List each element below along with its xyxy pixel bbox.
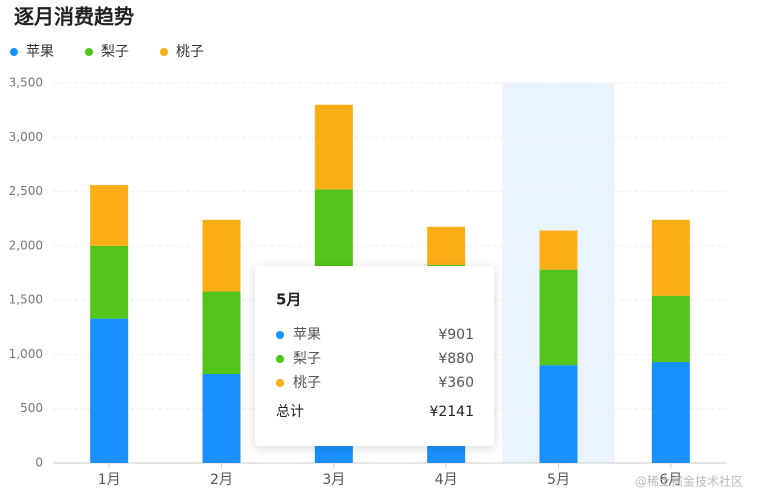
y-tick-label: 2,000 [9, 238, 43, 252]
legend-label: 桃子 [176, 44, 204, 60]
bar-segment [90, 245, 129, 319]
tooltip-dot [276, 355, 284, 363]
y-tick-label: 0 [35, 456, 43, 470]
tooltip-total: ¥2141 [429, 404, 474, 420]
bar-segment [651, 219, 690, 296]
bar-segment [651, 295, 690, 363]
y-tick-label: 2,500 [9, 184, 43, 198]
bar-segment [427, 226, 466, 265]
bar-segment [90, 318, 129, 463]
tooltip-name: 桃子 [293, 375, 321, 391]
tooltip-box [255, 266, 494, 446]
bar-segment [539, 365, 578, 463]
x-tick-label: 6月 [659, 472, 682, 488]
tooltip-total-name: 总计 [276, 404, 304, 420]
bar-segment [202, 373, 241, 463]
bar-segment [202, 219, 241, 292]
bar-segment [314, 104, 353, 190]
bar-segment [90, 185, 129, 246]
legend-label: 苹果 [26, 44, 54, 60]
x-tick-label: 2月 [210, 472, 233, 488]
y-tick-label: 1,000 [9, 347, 43, 361]
x-tick-label: 5月 [547, 472, 570, 488]
legend-dot [160, 48, 168, 56]
x-tick-label: 1月 [98, 472, 121, 488]
tooltip-dot [276, 379, 284, 387]
tooltip-name: 苹果 [293, 327, 321, 343]
x-tick-label: 3月 [322, 472, 345, 488]
bar-segment [651, 362, 690, 463]
y-tick-label: 500 [20, 401, 43, 415]
watermark: @稀土掘金技术社区 [635, 474, 743, 489]
legend-dot [85, 48, 93, 56]
bar-segment [539, 230, 578, 270]
x-tick-label: 4月 [435, 472, 458, 488]
chart-title: 逐月消费趋势 [14, 5, 134, 29]
legend-dot [10, 48, 18, 56]
legend-label: 梨子 [101, 44, 129, 60]
bar-segment [202, 291, 241, 374]
tooltip-value: ¥880 [438, 351, 474, 367]
tooltip-value: ¥901 [438, 327, 474, 343]
bar-segment [539, 269, 578, 366]
tooltip-name: 梨子 [293, 351, 321, 367]
tooltip-title: 5月 [276, 291, 301, 309]
y-tick-label: 3,500 [9, 76, 43, 90]
tooltip-dot [276, 331, 284, 339]
tooltip-value: ¥360 [438, 375, 474, 391]
y-tick-label: 3,000 [9, 130, 43, 144]
y-tick-label: 1,500 [9, 293, 43, 307]
